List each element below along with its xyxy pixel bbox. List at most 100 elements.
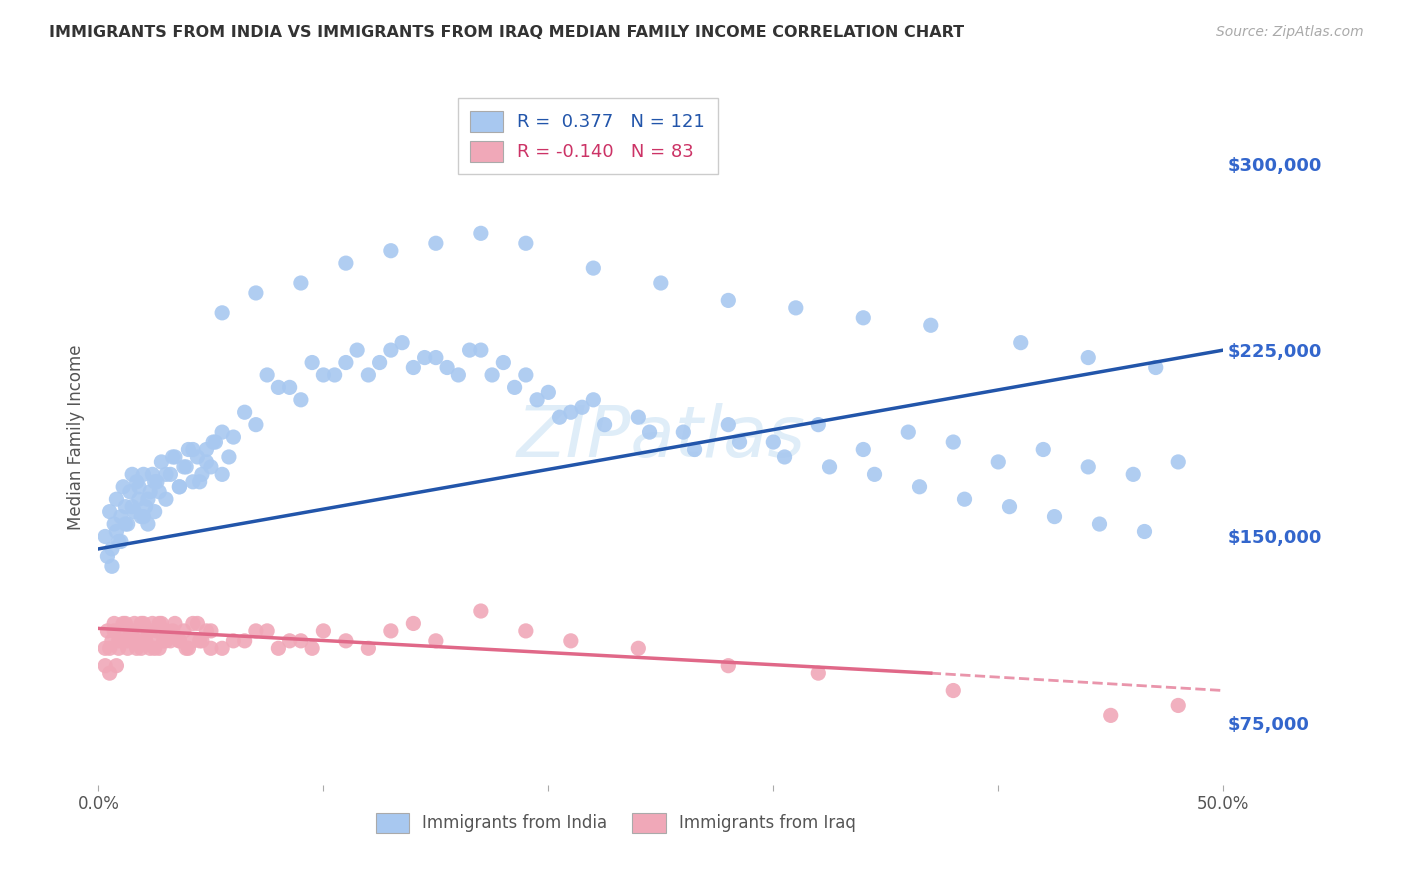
Point (117, 516, 139, 531)
Point (110, 624, 132, 638)
Point (380, 244, 402, 258)
Point (114, 516, 136, 531)
Point (143, 633, 166, 648)
Point (807, 417, 830, 432)
Point (124, 505, 146, 519)
Point (1144, 360, 1167, 375)
Point (818, 459, 841, 474)
Point (136, 516, 159, 531)
Point (101, 541, 124, 556)
Point (105, 492, 128, 507)
Point (114, 616, 136, 631)
Point (728, 435, 751, 450)
Point (146, 475, 169, 489)
Point (278, 380, 301, 394)
Point (125, 475, 148, 489)
Point (141, 616, 163, 631)
Point (515, 236, 537, 251)
Point (177, 641, 200, 656)
Point (195, 442, 218, 457)
Point (335, 256, 357, 270)
Point (548, 410, 571, 425)
Point (200, 624, 222, 638)
Point (391, 335, 413, 350)
Point (1077, 459, 1099, 474)
Point (717, 417, 740, 432)
Point (425, 633, 447, 648)
Point (908, 480, 931, 494)
Point (290, 276, 312, 290)
Point (121, 633, 143, 648)
Point (267, 641, 290, 656)
Point (1077, 351, 1099, 365)
Point (582, 392, 605, 407)
Point (174, 641, 197, 656)
Point (191, 633, 214, 648)
Point (470, 604, 492, 618)
Point (139, 484, 162, 499)
Point (1167, 698, 1189, 713)
Point (537, 385, 560, 400)
Point (181, 633, 204, 648)
Point (245, 417, 267, 432)
Point (181, 475, 204, 489)
Point (638, 425, 661, 439)
Y-axis label: Median Family Income: Median Family Income (66, 344, 84, 530)
Point (94, 529, 117, 543)
Point (143, 641, 166, 656)
Text: IMMIGRANTS FROM INDIA VS IMMIGRANTS FROM IRAQ MEDIAN FAMILY INCOME CORRELATION C: IMMIGRANTS FROM INDIA VS IMMIGRANTS FROM… (49, 25, 965, 40)
Point (278, 633, 301, 648)
Point (195, 455, 218, 469)
Point (101, 559, 124, 574)
Point (492, 355, 515, 369)
Point (112, 480, 135, 494)
Point (290, 392, 312, 407)
Point (143, 475, 166, 489)
Point (159, 633, 181, 648)
Point (155, 492, 177, 507)
Point (162, 450, 184, 464)
Point (413, 351, 436, 365)
Point (148, 616, 170, 631)
Point (1043, 509, 1066, 524)
Point (593, 417, 616, 432)
Point (186, 450, 208, 464)
Point (107, 633, 129, 648)
Point (447, 368, 470, 382)
Point (425, 351, 447, 365)
Point (233, 633, 256, 648)
Point (186, 616, 208, 631)
Point (173, 624, 195, 638)
Point (211, 641, 233, 656)
Point (953, 492, 976, 507)
Point (146, 624, 169, 638)
Point (174, 459, 197, 474)
Legend: Immigrants from India, Immigrants from Iraq: Immigrants from India, Immigrants from I… (368, 806, 863, 839)
Point (98, 666, 121, 681)
Point (114, 500, 136, 514)
Point (436, 360, 458, 375)
Point (148, 641, 170, 656)
Point (135, 500, 157, 514)
Point (515, 624, 537, 638)
Point (101, 633, 124, 648)
Point (132, 616, 155, 631)
Point (112, 616, 135, 631)
Point (105, 524, 128, 539)
Point (141, 467, 163, 482)
Point (672, 425, 695, 439)
Point (852, 442, 875, 457)
Point (717, 658, 740, 673)
Point (188, 633, 211, 648)
Point (139, 624, 162, 638)
Point (132, 467, 155, 482)
Point (470, 343, 492, 357)
Point (233, 405, 256, 419)
Point (124, 616, 146, 631)
Point (515, 368, 537, 382)
Point (204, 435, 226, 450)
Point (1088, 516, 1111, 531)
Point (1032, 442, 1054, 457)
Point (155, 624, 177, 638)
Point (107, 534, 129, 549)
